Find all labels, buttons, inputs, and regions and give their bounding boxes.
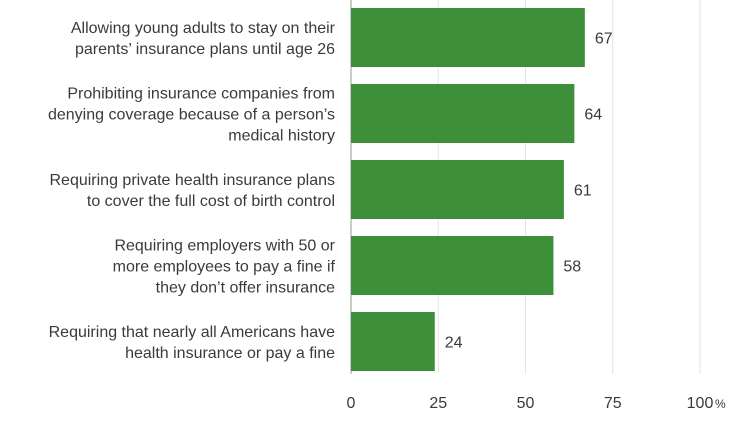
category-label-1: Prohibiting insurance companies from deny… [48,86,335,145]
category-label-2: Requiring private health insurance plans… [49,172,335,210]
value-label-1: 64 [584,107,602,124]
bars [351,8,585,371]
value-label-2: 61 [574,183,592,200]
x-tick-label-25: 25 [429,395,447,412]
x-axis-ticks: 0 25 50 75 100 [347,395,714,412]
value-labels: 67 64 61 58 24 [445,31,613,352]
x-axis-unit-label: % [715,397,726,411]
category-labels: Allowing young adults to stay on their pa… [48,20,336,362]
x-tick-label-0: 0 [347,395,356,412]
category-label-3: Requiring employers with 50 or more emplo… [113,238,336,297]
x-tick-label-100: 100 [687,395,714,412]
bar-4 [351,312,435,371]
x-tick-label-50: 50 [517,395,535,412]
bar-0 [351,8,585,67]
value-label-4: 24 [445,335,463,352]
x-tick-label-75: 75 [604,395,622,412]
bar-3 [351,236,554,295]
bar-2 [351,160,564,219]
bar-1 [351,84,575,143]
value-label-3: 58 [563,259,581,276]
category-label-4: Requiring that nearly all Americans have… [49,324,335,362]
value-label-0: 67 [595,31,613,48]
category-label-0: Allowing young adults to stay on their pa… [71,20,336,58]
